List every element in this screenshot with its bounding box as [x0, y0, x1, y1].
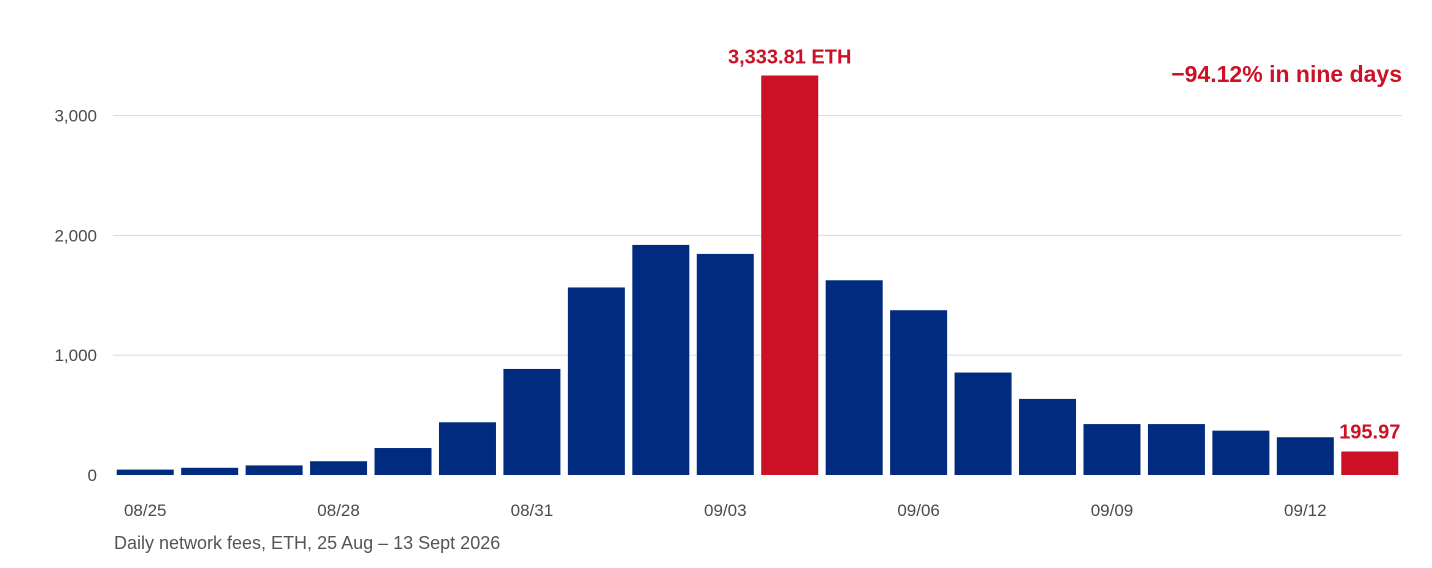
bar [696, 253, 754, 475]
bar [310, 461, 368, 475]
bars [116, 75, 1399, 475]
bar [438, 422, 496, 475]
y-tick-label: 1,000 [54, 346, 97, 365]
bar [567, 287, 625, 475]
bar-highlight [761, 75, 819, 475]
bar [1276, 437, 1334, 475]
y-tick-label: 3,000 [54, 107, 97, 126]
bar [1212, 430, 1270, 475]
y-axis-ticks: 0 1,000 2,000 3,000 [54, 107, 97, 486]
bar [1147, 424, 1205, 475]
bar-highlight [1341, 451, 1399, 475]
bar [954, 372, 1012, 475]
bar [503, 368, 561, 475]
bar [374, 448, 432, 475]
y-tick-label: 2,000 [54, 226, 97, 245]
bar [632, 244, 690, 475]
x-tick-label: 08/25 [124, 501, 167, 520]
chart-caption: Daily network fees, ETH, 25 Aug – 13 Sep… [114, 533, 501, 553]
x-tick-label: 09/09 [1091, 501, 1134, 520]
bar [245, 465, 303, 475]
gridlines [113, 115, 1402, 356]
x-tick-label: 08/31 [511, 501, 554, 520]
x-tick-label: 09/03 [704, 501, 747, 520]
bar [1019, 398, 1077, 475]
last-value-label: 195.97 [1339, 422, 1400, 444]
bar [116, 469, 174, 475]
bar [825, 280, 883, 475]
bar [181, 467, 239, 475]
x-tick-label: 09/06 [897, 501, 940, 520]
peak-value-label: 3,333.81 ETH [728, 46, 851, 68]
x-tick-label: 09/12 [1284, 501, 1327, 520]
x-tick-label: 08/28 [317, 501, 360, 520]
x-axis-ticks: 08/25 08/28 08/31 09/03 09/06 09/09 09/12 [124, 501, 1327, 520]
bar [1083, 424, 1141, 475]
bar [890, 310, 948, 475]
headline-annotation: −94.12% in nine days [1171, 61, 1402, 87]
y-tick-label: 0 [88, 466, 97, 485]
